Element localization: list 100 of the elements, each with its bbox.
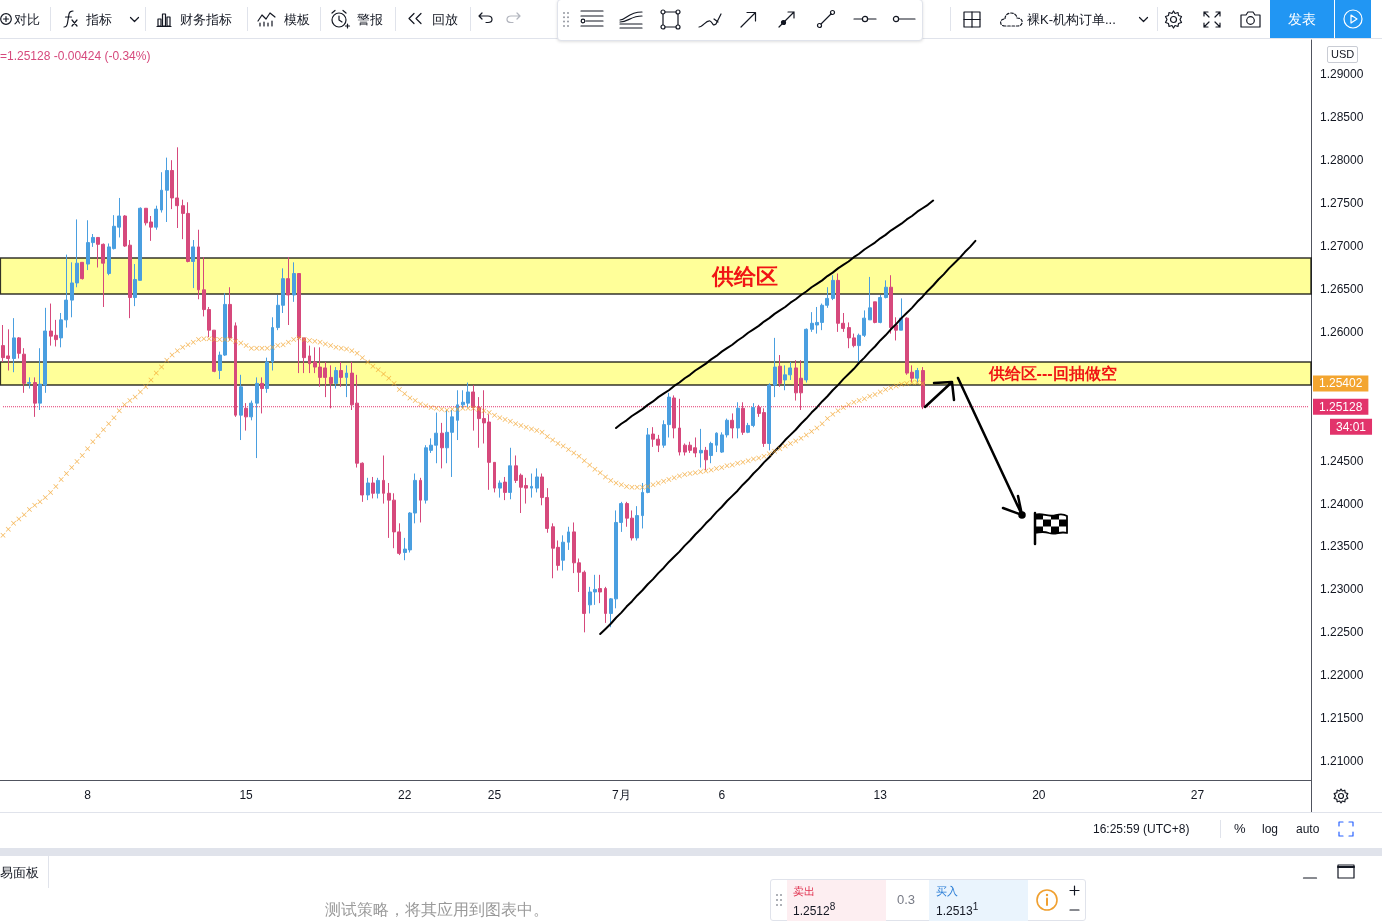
candlestick	[535, 467, 539, 493]
candlestick	[265, 357, 269, 394]
text: 指标	[86, 11, 112, 28]
text: 1.2512$^{8}$	[793, 900, 836, 919]
candlestick	[80, 261, 84, 281]
annotation: =1.25128 -0.00424 (-0.34%)	[0, 48, 151, 64]
candlestick	[366, 477, 370, 501]
candlestick	[419, 477, 422, 523]
y-tick-label: 1.23000	[1320, 582, 1364, 597]
y-tick-label: 1.26500	[1320, 281, 1364, 296]
text: %	[1234, 820, 1246, 837]
candlestick	[778, 354, 782, 388]
x-tick-label: 25	[487, 788, 502, 802]
x-tick-label: 27	[1190, 788, 1205, 802]
text: 裸K-机构订单...	[1027, 11, 1116, 28]
x-tick-label: 20	[1032, 788, 1046, 802]
x-tick-label: 7月	[611, 788, 631, 802]
candlestick	[292, 261, 296, 303]
text: 1.2513$^{1}$	[936, 900, 979, 919]
y-tick-label: 1.24000	[1320, 496, 1364, 511]
candlestick	[804, 327, 808, 384]
candlestick	[873, 301, 877, 324]
text: 发表	[1288, 10, 1316, 28]
band-label: 供给区	[710, 263, 778, 289]
candlestick	[878, 294, 882, 324]
x-tick-label: 13	[873, 788, 888, 802]
y-tick-label: 1.21000	[1320, 754, 1364, 769]
candlestick	[17, 336, 21, 359]
candlestick	[154, 205, 158, 231]
text: log	[1262, 821, 1279, 837]
candlestick	[339, 361, 343, 388]
y-tick-label: 1.28000	[1320, 153, 1364, 168]
ref-line-label: 1.25128	[1319, 399, 1363, 414]
candlestick	[197, 229, 200, 300]
candlestick	[604, 586, 607, 624]
candlestick	[440, 422, 444, 469]
x-tick-label: 22	[397, 788, 412, 802]
text: 卖出	[793, 884, 815, 899]
candlestick	[493, 461, 496, 493]
candlestick	[894, 316, 898, 341]
candlestick	[699, 428, 703, 469]
candlestick	[160, 171, 163, 214]
y-tick-label: 1.22000	[1320, 668, 1364, 683]
candlestick	[741, 401, 745, 436]
candlestick	[371, 476, 375, 499]
text: 1.25402	[1319, 376, 1363, 391]
candlestick	[899, 297, 903, 331]
text: 0.3	[897, 891, 916, 908]
candlestick	[334, 366, 338, 390]
band-label: 供给区---回抽做空	[987, 365, 1117, 383]
x-tick-label: 15	[239, 788, 254, 802]
text: USD	[1327, 46, 1359, 63]
candlestick	[709, 441, 713, 464]
candlestick	[260, 376, 264, 414]
y-tick-label: 1.27000	[1320, 239, 1364, 254]
text: 16:25:59 (UTC+8)	[1093, 821, 1190, 837]
candlestick	[704, 446, 708, 471]
candlestick	[567, 526, 570, 551]
candlestick	[503, 476, 507, 501]
y-tick-label: 1.27500	[1320, 196, 1364, 211]
candlestick	[498, 479, 502, 499]
candlestick	[27, 376, 31, 390]
text: 34:01	[1336, 419, 1367, 434]
candlestick	[382, 455, 385, 505]
candlestick	[345, 364, 348, 398]
x-tick-label: 6	[718, 788, 726, 802]
candlestick	[508, 447, 512, 500]
candlestick	[255, 376, 259, 459]
candlestick	[884, 279, 888, 299]
candlestick	[286, 256, 290, 326]
y-tick-label: 1.22500	[1320, 625, 1364, 640]
y-tick-label: 1.28500	[1320, 110, 1364, 125]
x-tick-label: 8	[84, 788, 92, 802]
text: 模板	[284, 11, 310, 28]
candlestick	[244, 402, 248, 432]
candlestick	[672, 394, 676, 439]
text: 回放	[432, 11, 458, 28]
text: 买入	[936, 884, 958, 899]
candlestick	[308, 345, 311, 374]
candlestick	[730, 412, 734, 439]
y-tick-label: 1.26000	[1320, 324, 1364, 339]
candlestick	[165, 157, 169, 223]
candlestick	[889, 274, 893, 335]
candlestick	[868, 276, 872, 321]
candlestick	[767, 382, 771, 451]
y-tick-label: 1.23500	[1320, 539, 1364, 554]
candlestick	[598, 574, 602, 604]
candlestick	[736, 401, 740, 439]
text: 警报	[357, 11, 383, 28]
candlestick	[561, 534, 565, 572]
text: 对比	[14, 11, 40, 28]
text: 财务指标	[180, 11, 232, 28]
candlestick	[831, 274, 835, 301]
candlestick	[715, 431, 718, 453]
y-tick-label: 1.29000	[1320, 67, 1364, 82]
candlestick	[12, 317, 16, 373]
candlestick	[678, 398, 681, 456]
candlestick	[456, 389, 459, 441]
candlestick	[376, 477, 380, 499]
candlestick	[530, 473, 533, 499]
